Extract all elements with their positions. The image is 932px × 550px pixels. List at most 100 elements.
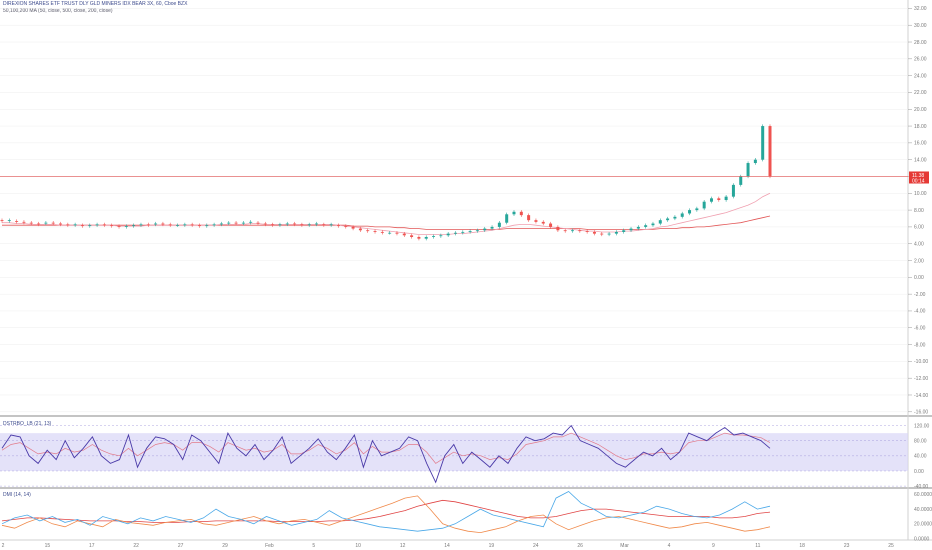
- y-tick-label: 4.00: [914, 242, 924, 248]
- candle-body: [366, 230, 370, 232]
- candle-body: [307, 224, 311, 226]
- candle-body: [490, 226, 494, 229]
- chart-title: DIREXION SHARES ETF TRUST DLY GLD MINERS…: [3, 1, 188, 7]
- x-tick-label: 29: [222, 543, 228, 549]
- candle-body: [534, 220, 538, 222]
- candle-body: [527, 215, 531, 221]
- stoch-tick-label: 40.00: [914, 454, 927, 460]
- candle-body: [380, 231, 384, 233]
- candle-body: [88, 225, 92, 227]
- adx-line: [1, 499, 771, 523]
- x-tick-label: 24: [533, 543, 539, 549]
- candle-body: [585, 231, 589, 232]
- candle-body: [183, 224, 187, 226]
- x-tick-label: 15: [45, 543, 51, 549]
- candle-body: [688, 210, 692, 214]
- candle-body: [695, 208, 699, 211]
- candle-body: [651, 223, 655, 226]
- candle-body: [139, 224, 143, 226]
- candle-body: [702, 201, 706, 209]
- candle-body: [666, 218, 670, 221]
- candle-body: [607, 233, 611, 235]
- candle-body: [453, 232, 457, 234]
- y-tick-label: 20.00: [914, 107, 927, 113]
- x-tick-label: 9: [712, 543, 715, 549]
- candle-body: [44, 222, 48, 224]
- dmi-tick-label: 0.0000: [914, 536, 930, 542]
- x-tick-label: 12: [400, 543, 406, 549]
- candle-body: [622, 230, 626, 232]
- stoch-signal-line: [1, 432, 771, 464]
- stoch-legend: DSTRBO_LB (21, 13): [3, 421, 52, 427]
- y-tick-label: -8.00: [914, 342, 926, 348]
- candle-body: [197, 225, 201, 227]
- x-tick-label: 10: [355, 543, 361, 549]
- candle-body: [680, 213, 684, 217]
- candle-body: [519, 211, 523, 216]
- candle-body: [417, 236, 421, 239]
- stoch-tick-label: 0.00: [914, 469, 924, 475]
- stoch-line: [1, 424, 771, 484]
- candle-body: [512, 211, 516, 215]
- candle-body: [497, 222, 501, 227]
- stoch-tick-label: 80.00: [914, 439, 927, 445]
- candle-body: [124, 226, 128, 227]
- candle-body: [132, 225, 136, 227]
- y-tick-label: 14.00: [914, 157, 927, 163]
- y-tick-label: 30.00: [914, 23, 927, 29]
- candle-body: [154, 223, 158, 225]
- dmi-tick-label: 20.0000: [914, 522, 932, 528]
- candle-body: [373, 231, 377, 232]
- candle-body: [51, 222, 55, 224]
- y-tick-label: -12.00: [914, 376, 928, 382]
- candle-body: [571, 230, 575, 232]
- y-tick-label: -4.00: [914, 309, 926, 315]
- candle-body: [293, 223, 297, 225]
- candle-body: [761, 126, 765, 160]
- x-tick-label: 4: [668, 543, 671, 549]
- candle-body: [168, 224, 172, 226]
- stoch-tick-label: 120.00: [914, 423, 930, 429]
- y-tick-label: 22.00: [914, 90, 927, 96]
- x-tick-label: 22: [133, 543, 139, 549]
- last-price-marker: [909, 171, 929, 184]
- candle-body: [483, 228, 487, 231]
- candle-body: [410, 235, 414, 237]
- candle-body: [549, 223, 553, 227]
- x-tick-label: 18: [799, 543, 805, 549]
- y-tick-label: 6.00: [914, 225, 924, 231]
- y-tick-label: 32.00: [914, 6, 927, 12]
- candle-body: [329, 224, 333, 226]
- dmi-plus-line: [1, 491, 771, 532]
- candle-body: [15, 221, 19, 222]
- dmi-minus-line: [1, 495, 771, 534]
- y-tick-label: 28.00: [914, 40, 927, 46]
- candle-body: [117, 226, 121, 227]
- candle-body: [80, 225, 84, 227]
- x-tick-label: 25: [888, 543, 894, 549]
- candle-body: [300, 224, 304, 226]
- ma-legend: 50,100,200 MA (50, close, 500, close, 20…: [3, 8, 113, 14]
- x-tick-label: Mar: [620, 543, 629, 549]
- candle-body: [336, 225, 340, 227]
- candle-body: [614, 231, 618, 234]
- x-tick-label: 23: [844, 543, 850, 549]
- candle-body: [344, 226, 348, 227]
- y-tick-label: 2.00: [914, 258, 924, 264]
- candle-body: [146, 224, 150, 226]
- candle-body: [541, 221, 545, 224]
- candle-body: [271, 224, 275, 226]
- candle-body: [731, 184, 735, 197]
- candle-body: [241, 222, 245, 224]
- candle-body: [563, 230, 567, 232]
- candle-body: [29, 222, 33, 224]
- y-tick-label: -14.00: [914, 393, 928, 399]
- candle-body: [439, 235, 443, 237]
- y-tick-label: -6.00: [914, 326, 926, 332]
- candle-body: [219, 223, 223, 225]
- candle-body: [388, 232, 392, 234]
- candle-body: [227, 222, 231, 224]
- candle-body: [768, 126, 772, 177]
- y-tick-label: 26.00: [914, 57, 927, 63]
